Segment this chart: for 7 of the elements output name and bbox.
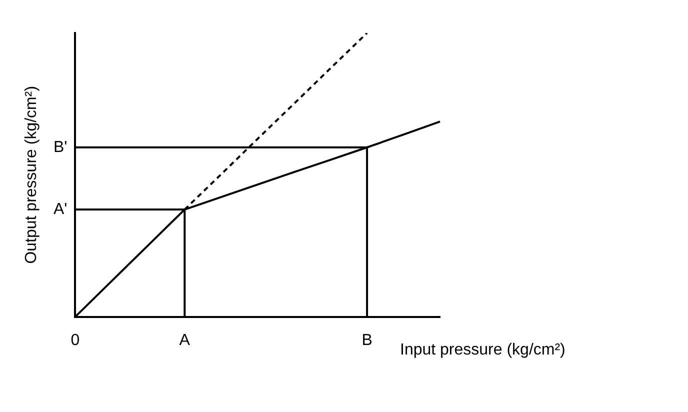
annotation: B' [53, 138, 68, 156]
x-tick-label: 0 [70, 332, 80, 349]
y-axis-title: Output pressure (kg/cm²) [23, 86, 40, 264]
x-axis-title: Input pressure (kg/cm²) [400, 341, 566, 358]
x-tick-label: B [362, 332, 372, 349]
x-tick-label: A [179, 332, 190, 349]
annotation: A' [53, 200, 68, 218]
